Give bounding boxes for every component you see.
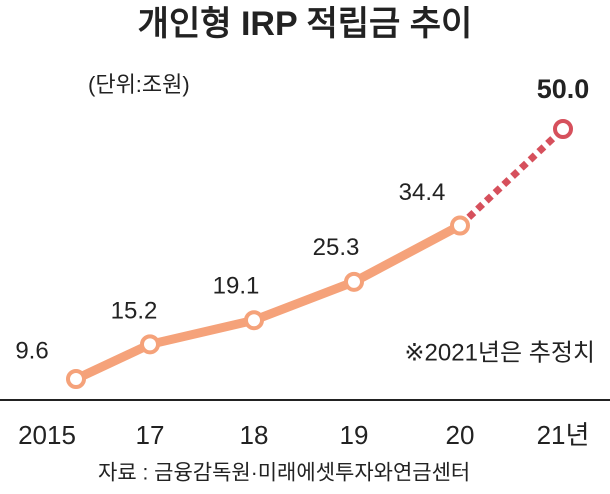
value-label: 19.1 <box>213 273 260 300</box>
chart-title: 개인형 IRP 적립금 추이 <box>138 5 473 43</box>
point <box>66 369 86 389</box>
x-tick-label: 20 <box>446 420 475 450</box>
point <box>140 334 160 355</box>
value-label: 25.3 <box>313 234 360 261</box>
x-tick-label: 17 <box>136 420 165 450</box>
value-label: 34.4 <box>399 179 446 206</box>
value-label: 15.2 <box>111 298 158 325</box>
line-segment <box>249 277 359 325</box>
point <box>450 215 470 236</box>
point <box>553 119 573 139</box>
note: ※2021년은 추정치 <box>404 339 595 366</box>
x-tick-label: 21년 <box>537 420 590 450</box>
point <box>244 310 264 331</box>
line-segment <box>349 221 465 287</box>
value-label: 50.0 <box>537 74 590 104</box>
x-tick-label: 2015 <box>18 420 76 450</box>
value-label: 9.6 <box>15 337 48 364</box>
x-tick-label: 18 <box>240 420 269 450</box>
unit-label: (단위:조원) <box>88 72 190 97</box>
point <box>344 271 364 292</box>
source: 자료 : 금융감독원·미래에셋투자와연금센터 <box>98 462 470 485</box>
line-segment <box>71 339 155 384</box>
projection-segment <box>457 126 566 229</box>
line-segment <box>145 315 259 349</box>
x-tick-label: 19 <box>340 420 369 450</box>
